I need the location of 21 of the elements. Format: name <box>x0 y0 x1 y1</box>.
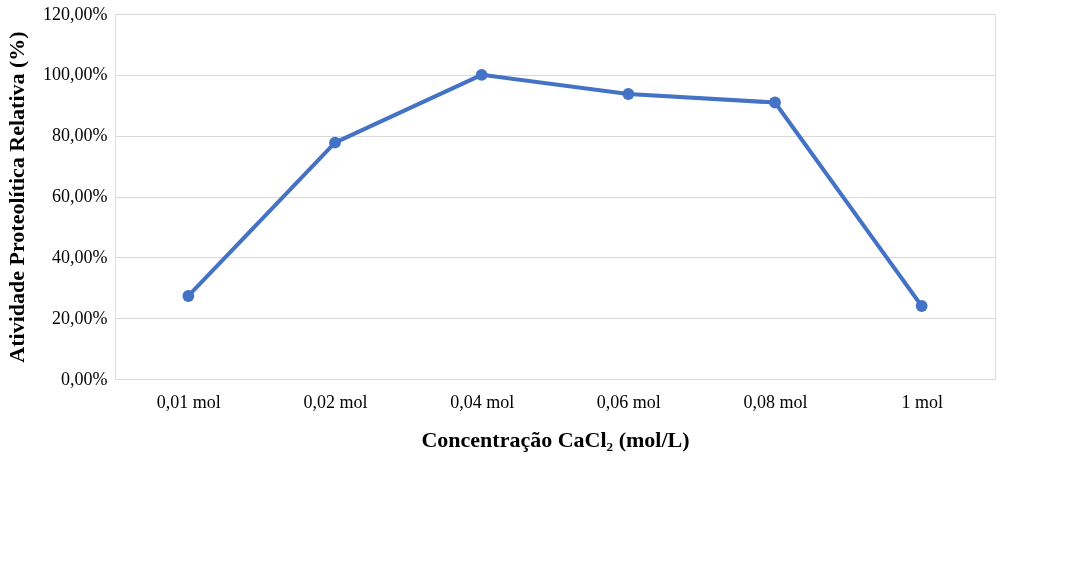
point <box>622 88 635 100</box>
x-tick-label: 0,01 mol <box>156 391 221 412</box>
point <box>915 300 928 312</box>
x-tick-label: 1 mol <box>901 391 943 412</box>
y-tick-label: 0,00% <box>61 368 108 389</box>
y-tick-label: 100,00% <box>43 64 108 85</box>
point <box>182 290 195 302</box>
y-tick-label: 80,00% <box>52 125 108 146</box>
point <box>475 68 488 81</box>
y-tick-label: 60,00% <box>52 186 108 206</box>
y-axis-title: Atividade Proteolítica Relativa (%) <box>4 31 30 363</box>
x-tick-label: 0,06 mol <box>596 391 661 412</box>
x-tick-label: 0,08 mol <box>743 391 808 412</box>
point <box>769 96 781 109</box>
x-tick-label: 0,02 mol <box>303 391 368 412</box>
x-tick-label: 0,04 mol <box>450 391 515 412</box>
y-tick-label: 20,00% <box>52 307 108 328</box>
point <box>329 136 341 149</box>
y-tick-label: 120,00% <box>43 3 108 24</box>
x-axis-title: Concentração CaCl₂ (mol/L) <box>421 426 690 452</box>
y-tick-label: 40,00% <box>52 246 108 267</box>
